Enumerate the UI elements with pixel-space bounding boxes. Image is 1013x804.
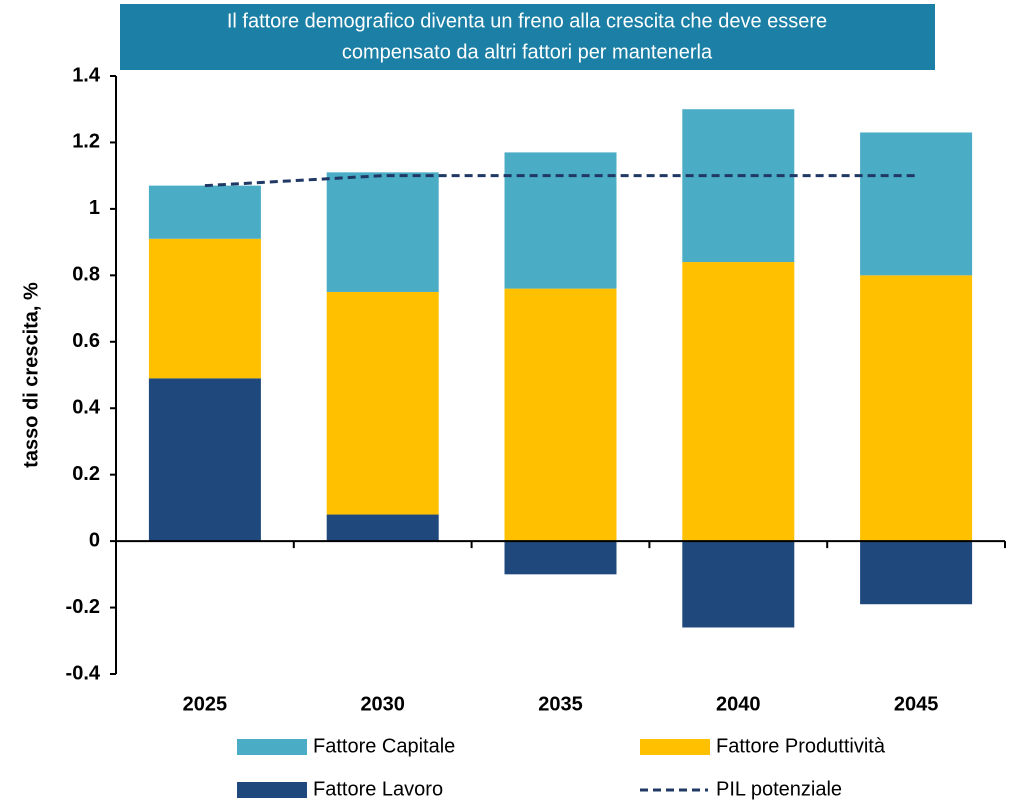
bar: [326, 514, 439, 542]
x-tick-label: 2025: [183, 693, 228, 715]
y-tick-label: 0.2: [72, 463, 100, 485]
y-tick-label: 1.4: [72, 64, 101, 86]
legend-label: Fattore Capitale: [313, 735, 455, 757]
legend-swatch: [640, 739, 710, 755]
x-tick-label: 2035: [538, 693, 583, 715]
bar: [860, 132, 973, 276]
bar: [682, 262, 795, 542]
bar: [326, 291, 439, 515]
x-tick-label: 2040: [716, 693, 761, 715]
legend-label: PIL potenziale: [716, 778, 842, 800]
title-box: [120, 4, 935, 70]
y-tick-label: 0.4: [72, 397, 101, 419]
bar: [860, 275, 973, 542]
x-tick-label: 2045: [894, 693, 939, 715]
x-tick-label: 2030: [360, 693, 405, 715]
bar: [504, 288, 617, 542]
bar: [148, 238, 261, 379]
y-tick-label: 0.8: [72, 264, 100, 286]
y-tick-label: 0: [89, 529, 100, 551]
legend-swatch: [237, 739, 307, 755]
y-tick-label: 0.6: [72, 330, 100, 352]
bar: [682, 109, 795, 263]
bar: [504, 152, 617, 289]
line: [204, 174, 917, 188]
legend-label: Fattore Produttività: [716, 735, 886, 757]
y-tick-label: -0.4: [66, 662, 101, 684]
legend-swatch: [237, 782, 307, 798]
legend-label: Fattore Lavoro: [313, 778, 443, 800]
chart-title: compensato da altri fattori per mantener…: [342, 41, 713, 63]
y-tick-label: 1.2: [72, 131, 100, 153]
bar: [504, 541, 617, 575]
bar: [860, 541, 973, 605]
y-tick-label: -0.2: [66, 596, 100, 618]
bar: [682, 541, 795, 628]
bar: [148, 378, 261, 542]
bar: [326, 172, 439, 292]
bar: [148, 185, 261, 239]
y-axis-title: tasso di crescita, %: [20, 282, 42, 468]
chart-title: Il fattore demografico diventa un freno …: [227, 10, 827, 32]
y-tick-label: 1: [89, 197, 100, 219]
